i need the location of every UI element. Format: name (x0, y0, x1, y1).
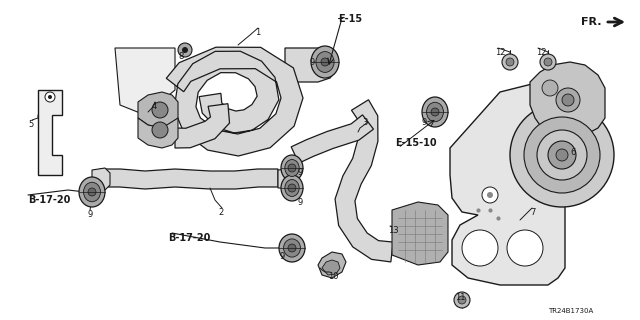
Circle shape (542, 80, 558, 96)
Circle shape (462, 230, 498, 266)
Circle shape (482, 187, 498, 203)
Polygon shape (322, 260, 340, 275)
Ellipse shape (281, 155, 303, 181)
Ellipse shape (279, 234, 305, 262)
Text: 13: 13 (388, 226, 399, 235)
Text: B-17-20: B-17-20 (168, 233, 211, 243)
Text: 10: 10 (328, 272, 339, 281)
Circle shape (88, 188, 96, 196)
Text: 5: 5 (28, 120, 33, 129)
Polygon shape (291, 115, 374, 163)
Polygon shape (318, 252, 346, 278)
Circle shape (556, 88, 580, 112)
Circle shape (288, 244, 296, 252)
Circle shape (431, 108, 439, 116)
Circle shape (288, 184, 296, 192)
Polygon shape (285, 48, 335, 82)
Text: 9: 9 (298, 168, 303, 177)
Text: 9: 9 (88, 210, 93, 219)
Ellipse shape (285, 160, 299, 176)
Circle shape (540, 54, 556, 70)
Ellipse shape (422, 97, 448, 127)
Polygon shape (335, 100, 393, 262)
Polygon shape (38, 90, 62, 175)
Text: TR24B1730A: TR24B1730A (548, 308, 593, 314)
Circle shape (487, 192, 493, 198)
Circle shape (524, 117, 600, 193)
Text: B-17-20: B-17-20 (28, 195, 70, 205)
Ellipse shape (284, 239, 300, 257)
Circle shape (45, 92, 55, 102)
Ellipse shape (426, 102, 444, 122)
Polygon shape (166, 47, 303, 156)
Circle shape (458, 296, 466, 304)
Circle shape (510, 103, 614, 207)
Circle shape (178, 43, 192, 57)
Circle shape (152, 102, 168, 118)
Circle shape (562, 94, 574, 106)
Text: 9: 9 (298, 198, 303, 207)
Circle shape (152, 122, 168, 138)
Text: 9: 9 (310, 58, 316, 67)
Circle shape (507, 230, 543, 266)
Ellipse shape (281, 175, 303, 201)
Polygon shape (115, 48, 175, 115)
Text: E-15: E-15 (338, 14, 362, 24)
Text: 8: 8 (178, 52, 184, 61)
Polygon shape (392, 202, 448, 265)
Text: 1: 1 (255, 28, 260, 37)
Ellipse shape (79, 177, 105, 207)
Ellipse shape (84, 182, 100, 202)
Circle shape (288, 164, 296, 172)
Text: 7: 7 (530, 208, 536, 217)
Text: 4: 4 (152, 102, 157, 111)
Circle shape (537, 130, 587, 180)
Text: 11: 11 (455, 293, 465, 302)
Circle shape (454, 292, 470, 308)
Text: 6: 6 (570, 148, 575, 157)
Polygon shape (530, 62, 605, 138)
Polygon shape (450, 82, 570, 285)
Text: FR.: FR. (582, 17, 602, 27)
Text: 12: 12 (536, 48, 547, 57)
Circle shape (182, 47, 188, 53)
Polygon shape (175, 104, 230, 148)
Circle shape (548, 141, 576, 169)
Polygon shape (138, 118, 178, 148)
Ellipse shape (285, 180, 299, 196)
Ellipse shape (316, 52, 334, 72)
Polygon shape (100, 169, 278, 189)
Circle shape (502, 54, 518, 70)
Ellipse shape (311, 46, 339, 78)
Text: 2: 2 (218, 208, 223, 217)
Text: 3: 3 (362, 118, 367, 127)
Circle shape (544, 58, 552, 66)
Text: 9: 9 (280, 252, 285, 261)
Polygon shape (92, 168, 110, 190)
Text: E-15-10: E-15-10 (395, 138, 436, 148)
Polygon shape (278, 168, 298, 188)
Circle shape (321, 58, 329, 66)
Polygon shape (138, 92, 178, 128)
Text: 9: 9 (422, 118, 428, 127)
Circle shape (506, 58, 514, 66)
Circle shape (556, 149, 568, 161)
Text: 12: 12 (495, 48, 506, 57)
Circle shape (48, 95, 52, 99)
